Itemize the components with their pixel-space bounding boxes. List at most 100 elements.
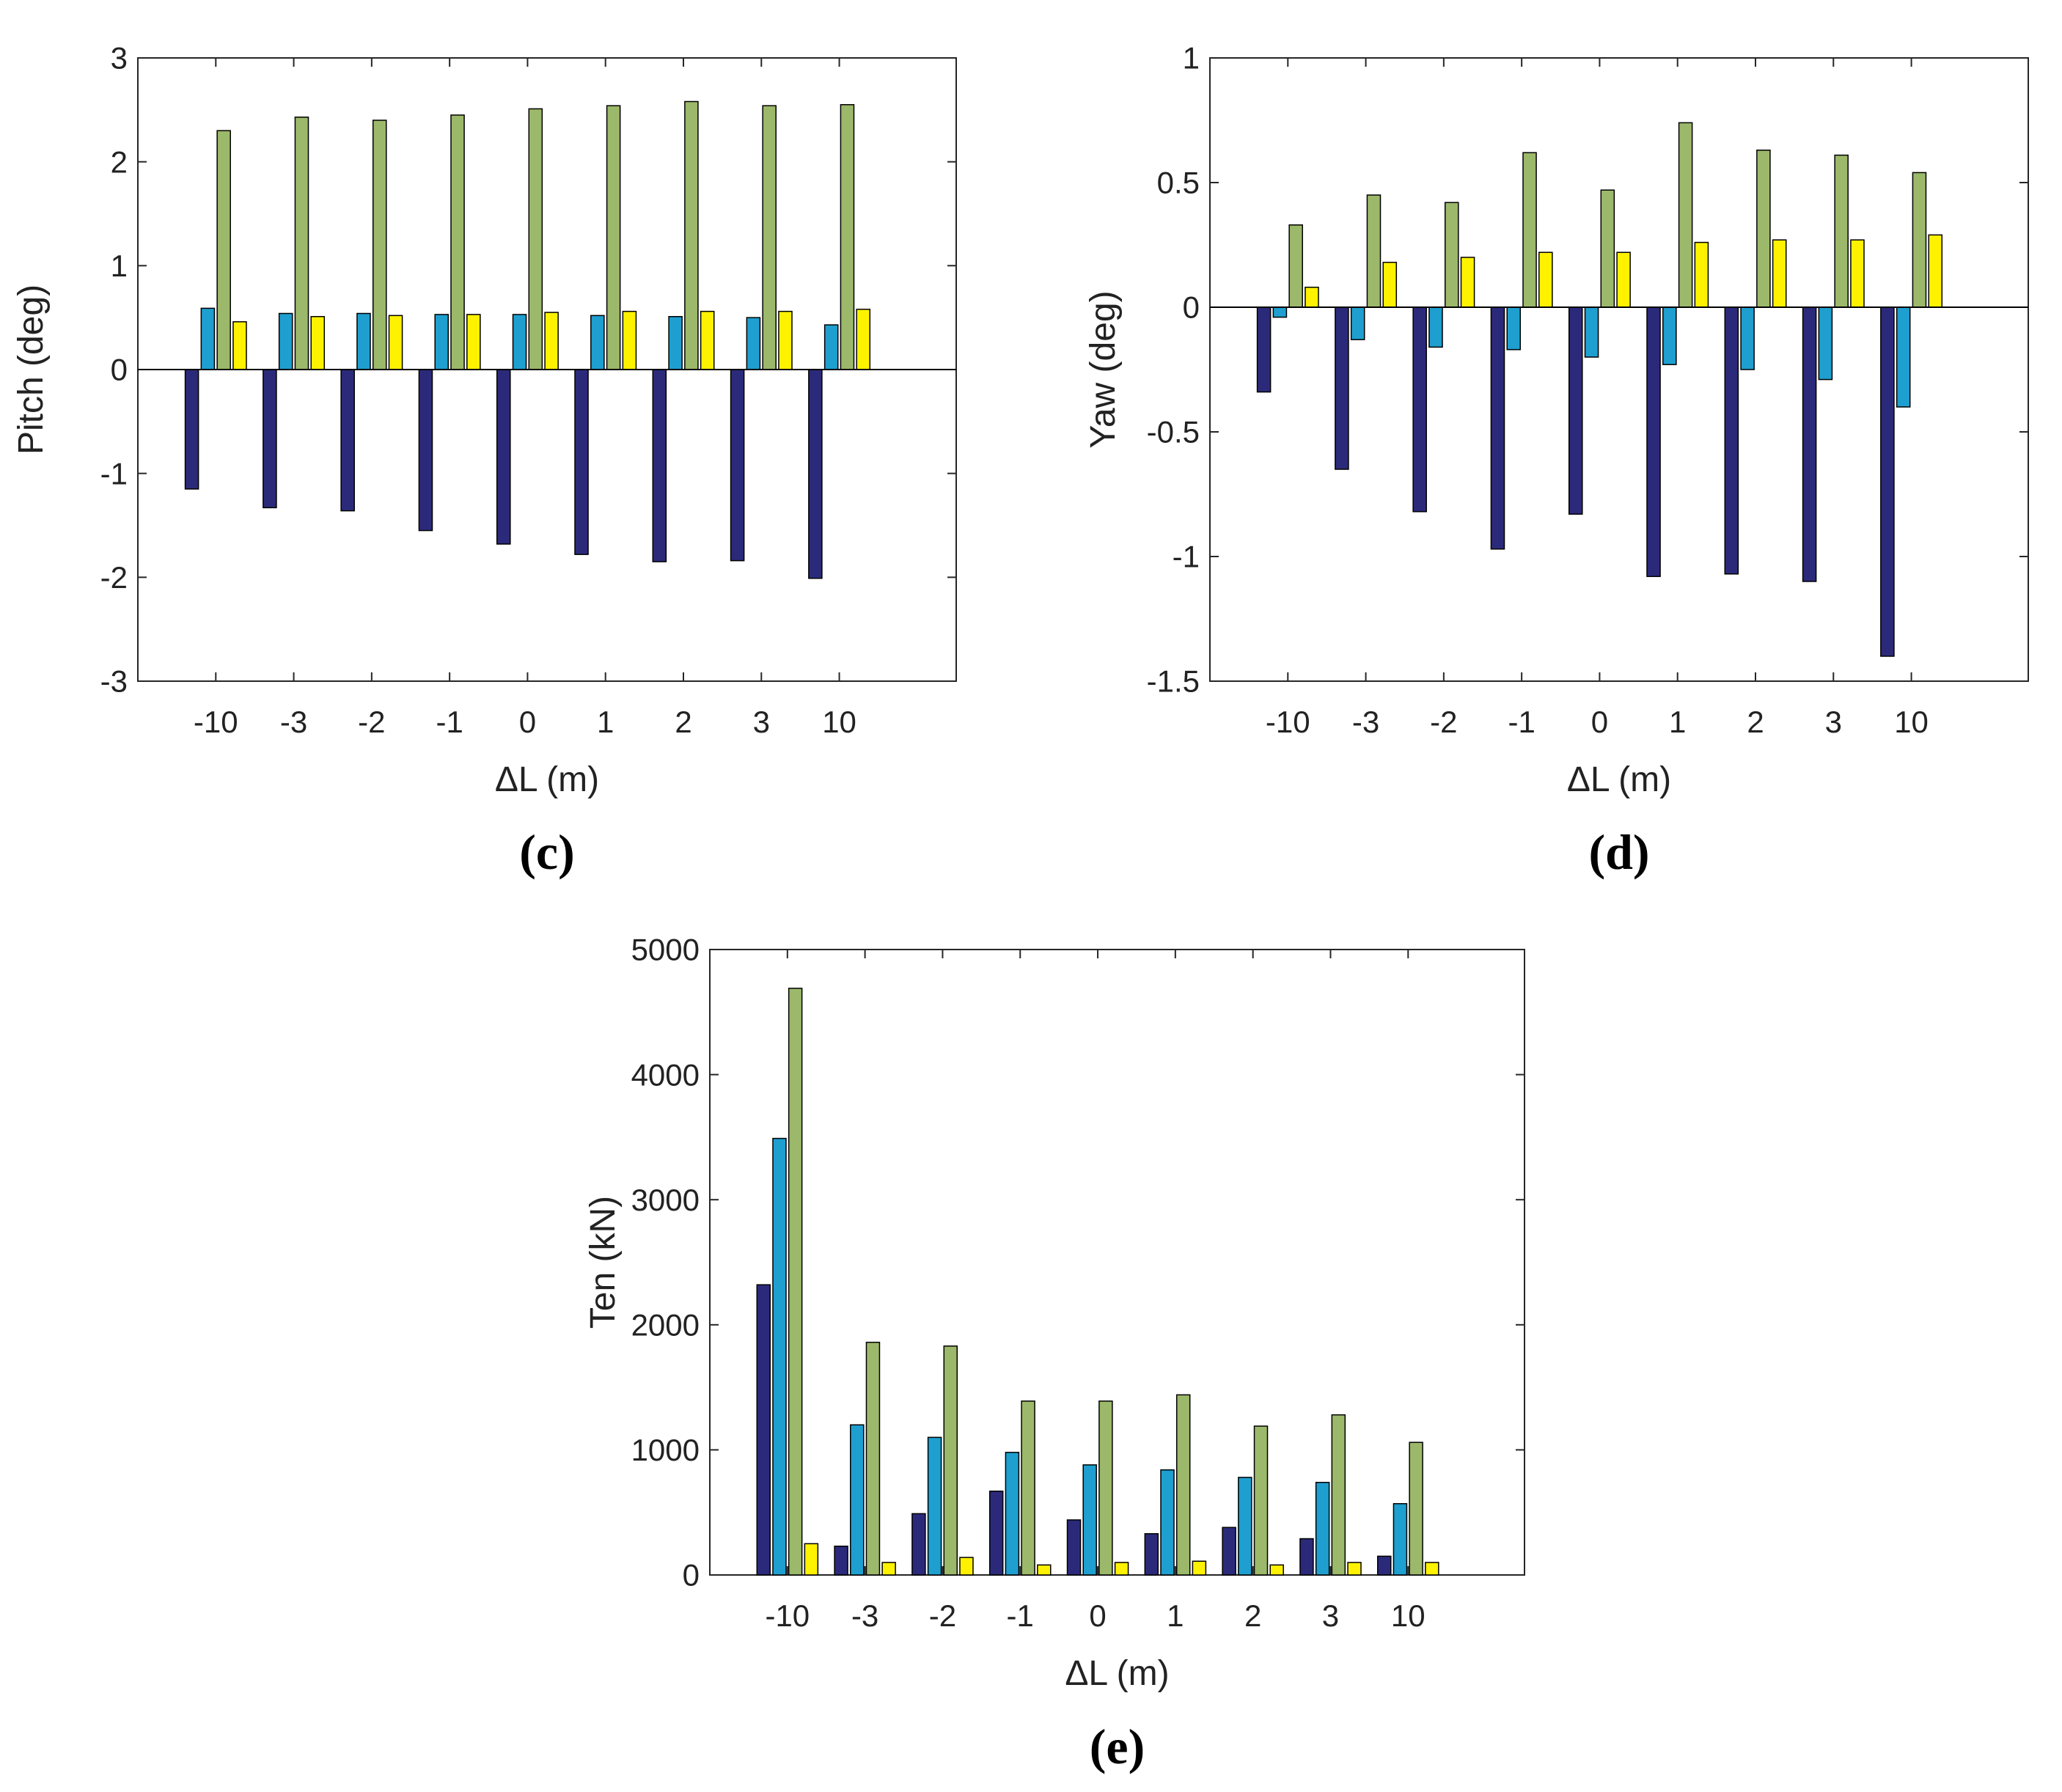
y-tick-label: -0.5 [1147, 415, 1200, 449]
x-tick-label: -10 [194, 705, 238, 739]
bar-d-series1-cat0 [1256, 306, 1272, 393]
x-axis-label: ΔL (m) [495, 760, 599, 799]
x-axis-label: ΔL (m) [1065, 1654, 1169, 1693]
x-tick-label: 0 [1591, 705, 1608, 739]
bar-e-series4-cat7 [1347, 1562, 1362, 1576]
x-tick-label: 10 [1894, 705, 1929, 739]
y-axis-label: Yaw (deg) [1084, 290, 1123, 448]
bar-e-series1-cat2 [911, 1513, 926, 1576]
bar-d-series3-cat4 [1600, 189, 1615, 308]
bar-d-series1-cat8 [1880, 306, 1895, 657]
bar-e-series2-cat0 [772, 1137, 787, 1576]
bar-d-series4-cat4 [1616, 251, 1631, 308]
bar-d-series4-cat5 [1694, 241, 1709, 308]
bar-c-series3-cat5 [606, 105, 621, 370]
bar-e-series2-cat3 [1005, 1452, 1020, 1576]
x-tick-label: 3 [1825, 705, 1842, 739]
x-tick-label: 1 [1669, 705, 1686, 739]
y-tick-label: 5000 [631, 933, 700, 967]
bar-d-series2-cat4 [1584, 306, 1599, 358]
bar-d-series2-cat7 [1818, 306, 1833, 381]
bar-d-series3-cat7 [1834, 154, 1849, 308]
bar-d-series2-cat6 [1740, 306, 1755, 370]
y-tick-label: 3000 [631, 1183, 700, 1217]
bar-e-series3-cat4 [1098, 1400, 1113, 1576]
bar-e-series2-cat2 [927, 1436, 942, 1576]
x-tick-label: -1 [1508, 705, 1535, 739]
y-tick-label: 0 [111, 353, 128, 387]
bar-d-series1-cat2 [1412, 306, 1427, 513]
y-tick-label: 0.5 [1157, 166, 1200, 200]
y-tick-label: 2 [111, 144, 128, 179]
y-tick-label: 0 [683, 1558, 700, 1593]
bar-c-series3-cat2 [372, 120, 387, 370]
x-tick-label: -10 [1266, 705, 1310, 739]
bar-e-series2-cat8 [1393, 1503, 1408, 1576]
bar-e-series3-cat8 [1409, 1442, 1423, 1576]
x-tick-label: -1 [1007, 1598, 1034, 1633]
bar-e-series2-cat5 [1160, 1469, 1175, 1576]
x-tick-label: -2 [358, 705, 385, 739]
bar-e-series3-cat1 [865, 1341, 881, 1576]
x-tick-label: 0 [1089, 1598, 1106, 1633]
y-tick-label: 4000 [631, 1057, 700, 1092]
bar-e-series4-cat5 [1192, 1560, 1207, 1576]
x-tick-label: 3 [753, 705, 770, 739]
bar-d-series3-cat8 [1912, 172, 1927, 308]
bar-c-series3-cat3 [450, 114, 465, 370]
bar-d-series3-cat1 [1366, 194, 1382, 308]
bar-c-series4-cat1 [310, 316, 326, 370]
bar-c-series4-cat4 [544, 312, 559, 370]
bar-d-series3-cat0 [1288, 224, 1303, 308]
bar-d-series4-cat8 [1928, 234, 1943, 308]
bar-e-series2-cat7 [1315, 1482, 1330, 1576]
bar-c-series1-cat7 [730, 369, 745, 562]
y-tick-label: 1 [111, 249, 128, 283]
x-tick-label: 10 [822, 705, 856, 739]
bar-e-series1-cat4 [1066, 1519, 1082, 1576]
bar-d-series2-cat0 [1272, 306, 1288, 318]
bar-d-series2-cat1 [1350, 306, 1365, 340]
y-axis-label: Ten (kN) [584, 1196, 623, 1329]
bar-e-series4-cat6 [1269, 1564, 1284, 1576]
y-tick-label: 1000 [631, 1433, 700, 1467]
bar-c-series1-cat5 [574, 369, 589, 555]
x-tick-label: -2 [929, 1598, 956, 1633]
x-tick-label: 1 [1167, 1598, 1184, 1633]
x-tick-label: -3 [851, 1598, 878, 1633]
bar-e-series2-cat4 [1082, 1464, 1097, 1576]
x-tick-label: 2 [1747, 705, 1764, 739]
bar-d-series3-cat2 [1444, 202, 1459, 308]
y-tick-label: -1 [100, 456, 128, 491]
bar-e-series4-cat0 [804, 1543, 819, 1576]
bar-c-series3-cat4 [528, 108, 543, 370]
bar-e-series4-cat8 [1425, 1562, 1439, 1576]
bar-e-series1-cat6 [1222, 1527, 1236, 1576]
bar-d-series4-cat6 [1772, 239, 1787, 308]
bar-e-series1-cat8 [1377, 1555, 1392, 1576]
bar-d-series4-cat0 [1305, 287, 1319, 308]
bar-c-series2-cat8 [823, 324, 839, 370]
bar-d-series1-cat1 [1335, 306, 1349, 470]
bar-e-series2-cat6 [1238, 1477, 1252, 1576]
bar-d-series3-cat5 [1678, 122, 1693, 308]
bar-c-series2-cat7 [746, 317, 761, 370]
bar-c-series4-cat7 [778, 310, 793, 370]
bar-c-series1-cat8 [808, 369, 823, 579]
y-tick-label: -1 [1173, 540, 1200, 574]
x-tick-label: 2 [675, 705, 691, 739]
panel-label-e: (e) [1090, 1719, 1145, 1774]
x-tick-label: -3 [280, 705, 307, 739]
bar-c-series3-cat0 [216, 130, 231, 370]
bar-e-series4-cat1 [881, 1562, 896, 1576]
bar-d-series3-cat3 [1522, 152, 1537, 308]
x-tick-label: -10 [765, 1598, 810, 1633]
bar-c-series4-cat2 [388, 315, 403, 370]
bar-c-series2-cat5 [590, 315, 605, 370]
y-tick-label: -3 [100, 664, 128, 699]
bar-c-series2-cat6 [668, 316, 683, 370]
x-tick-label: -2 [1430, 705, 1457, 739]
